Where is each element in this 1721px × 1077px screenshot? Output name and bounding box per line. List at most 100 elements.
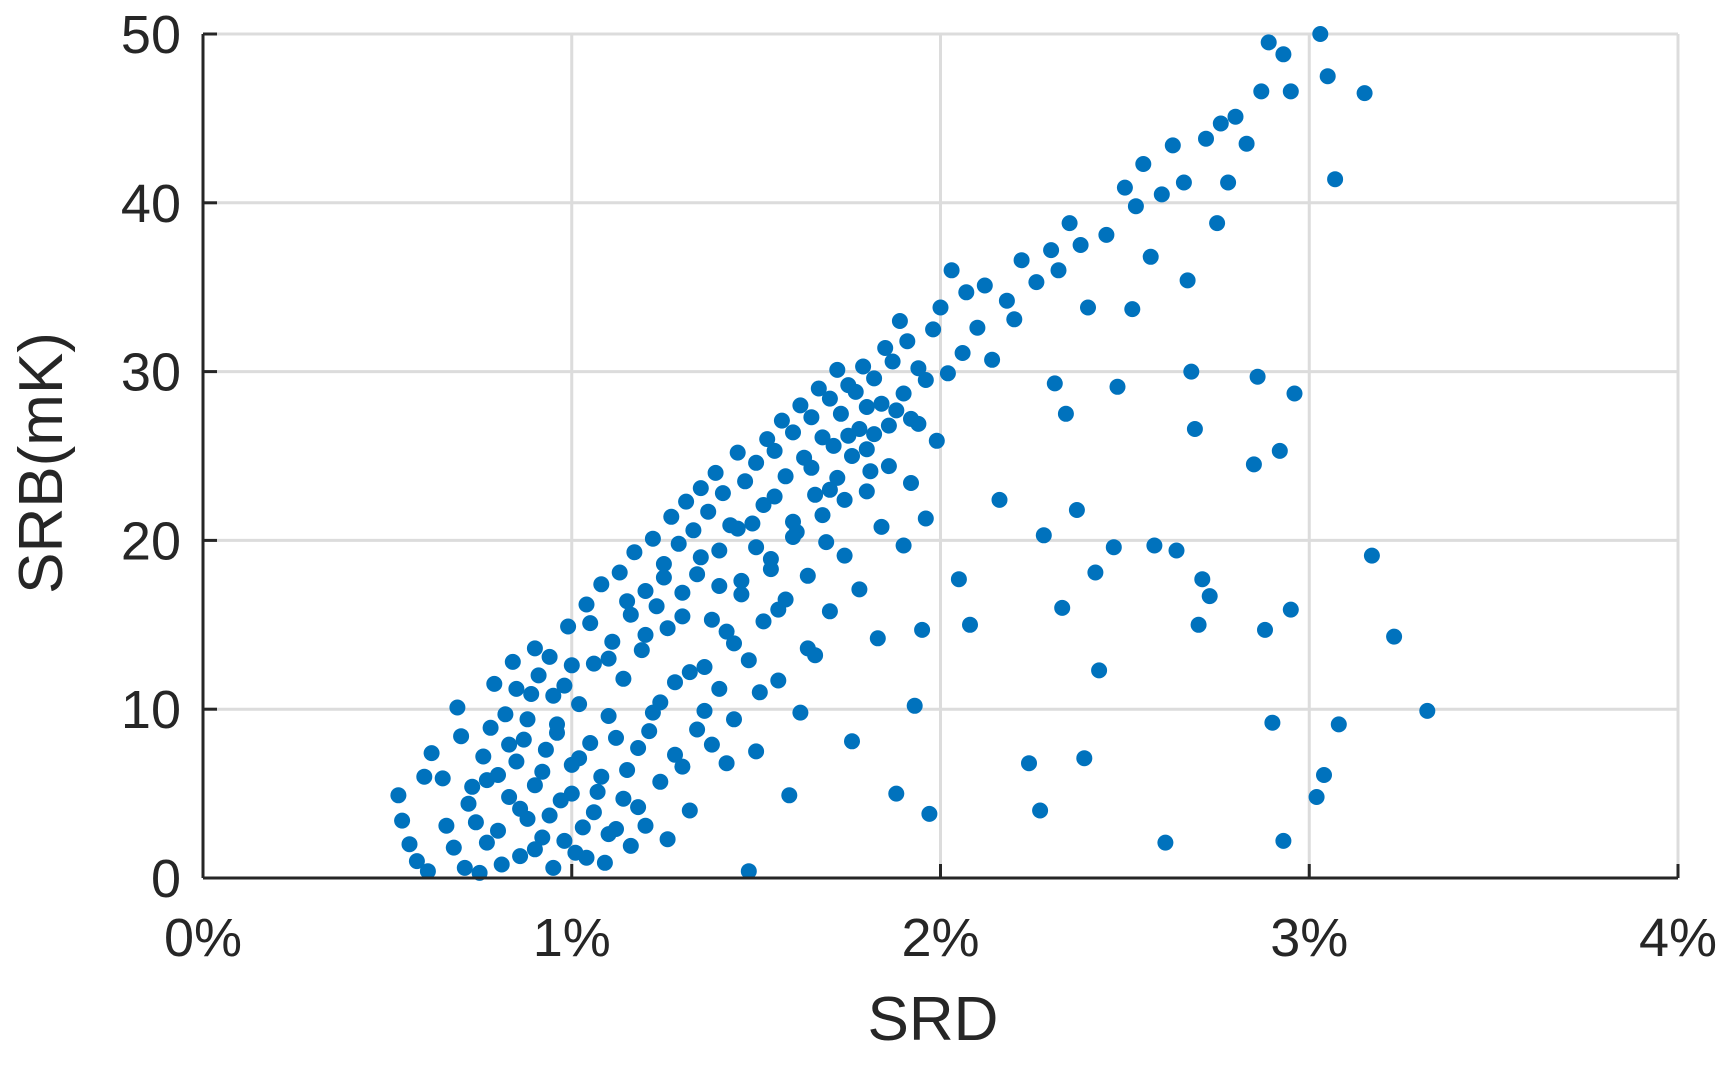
data-point [696, 659, 713, 675]
data-point [563, 785, 580, 802]
data-point [1271, 442, 1288, 459]
data-point [1054, 599, 1071, 616]
data-point [512, 848, 529, 865]
data-point [1116, 179, 1133, 196]
data-point [1316, 767, 1332, 783]
data-point [596, 854, 613, 871]
data-point [888, 402, 905, 419]
data-point [1212, 115, 1229, 132]
data-point [1186, 421, 1203, 437]
data-point [866, 426, 883, 443]
data-point [880, 458, 897, 475]
data-point [478, 834, 495, 851]
data-point [1363, 547, 1380, 564]
data-point [600, 826, 617, 843]
data-point [674, 758, 691, 775]
data-point [504, 653, 521, 670]
data-point [829, 469, 846, 486]
data-point [825, 437, 842, 454]
data-point [1087, 564, 1104, 581]
data-point [670, 535, 687, 552]
data-point [619, 762, 636, 778]
data-point [530, 667, 547, 684]
data-point [1006, 311, 1023, 328]
data-point [674, 584, 691, 601]
data-point [1198, 130, 1214, 147]
data-point [759, 431, 776, 448]
data-point [464, 778, 481, 795]
data-point [1168, 542, 1185, 559]
data-point [593, 768, 610, 785]
data-point [637, 817, 654, 834]
data-point [773, 412, 790, 429]
data-point [807, 486, 824, 503]
data-point [700, 503, 717, 520]
data-point [619, 593, 636, 610]
data-point [1153, 186, 1170, 203]
data-point [762, 561, 779, 578]
data-point [681, 664, 698, 681]
data-point [1260, 34, 1277, 51]
data-point [748, 743, 765, 760]
data-point [1028, 274, 1045, 291]
data-point [593, 576, 610, 593]
data-point [962, 616, 978, 633]
data-point [648, 598, 665, 615]
data-point [1245, 456, 1262, 473]
data-point [482, 719, 499, 736]
data-point [1209, 215, 1226, 232]
data-point [600, 708, 617, 724]
data-point [729, 444, 746, 461]
data-point [781, 787, 798, 804]
data-point [1308, 789, 1325, 805]
data-point [578, 596, 595, 613]
data-point [633, 642, 650, 659]
data-point [652, 773, 669, 790]
data-point [740, 863, 757, 880]
tick-labels: 0% 1% 2% 3% 4% 0 10 20 30 40 50 [121, 5, 1717, 968]
data-point [537, 741, 554, 758]
data-point [858, 483, 875, 500]
data-point [526, 841, 543, 858]
data-point [998, 292, 1015, 309]
data-point [711, 578, 728, 594]
x-tick-label: 0% [164, 908, 242, 968]
data-point [556, 677, 573, 694]
data-point [799, 567, 816, 584]
data-point [1194, 571, 1211, 588]
data-point [1249, 368, 1266, 385]
data-point [914, 621, 931, 638]
x-tick-label: 1% [533, 908, 611, 968]
data-point [921, 805, 938, 822]
data-point [832, 405, 849, 422]
data-point [692, 480, 709, 497]
y-axis-title: SRB(mK) [7, 332, 76, 594]
data-point [578, 849, 595, 866]
data-point [501, 789, 518, 805]
data-point [1035, 527, 1052, 544]
data-point [910, 415, 927, 432]
data-point [755, 497, 772, 513]
data-point [615, 670, 632, 687]
data-point [1057, 405, 1074, 422]
data-point [549, 724, 565, 741]
data-point [976, 277, 993, 294]
data-point [844, 448, 860, 464]
data-point [659, 831, 676, 848]
data-point [751, 684, 768, 701]
data-point [984, 351, 1001, 368]
data-point [571, 750, 588, 767]
data-point [611, 564, 628, 581]
x-tick-label: 4% [1639, 908, 1717, 968]
data-point [810, 380, 827, 397]
data-point [526, 640, 543, 657]
data-point [644, 530, 661, 547]
data-point [604, 633, 621, 650]
data-point [560, 618, 577, 635]
data-point [1146, 537, 1163, 554]
data-point [1257, 621, 1273, 638]
data-point [714, 485, 731, 502]
data-point [943, 262, 960, 279]
data-point [821, 390, 838, 407]
